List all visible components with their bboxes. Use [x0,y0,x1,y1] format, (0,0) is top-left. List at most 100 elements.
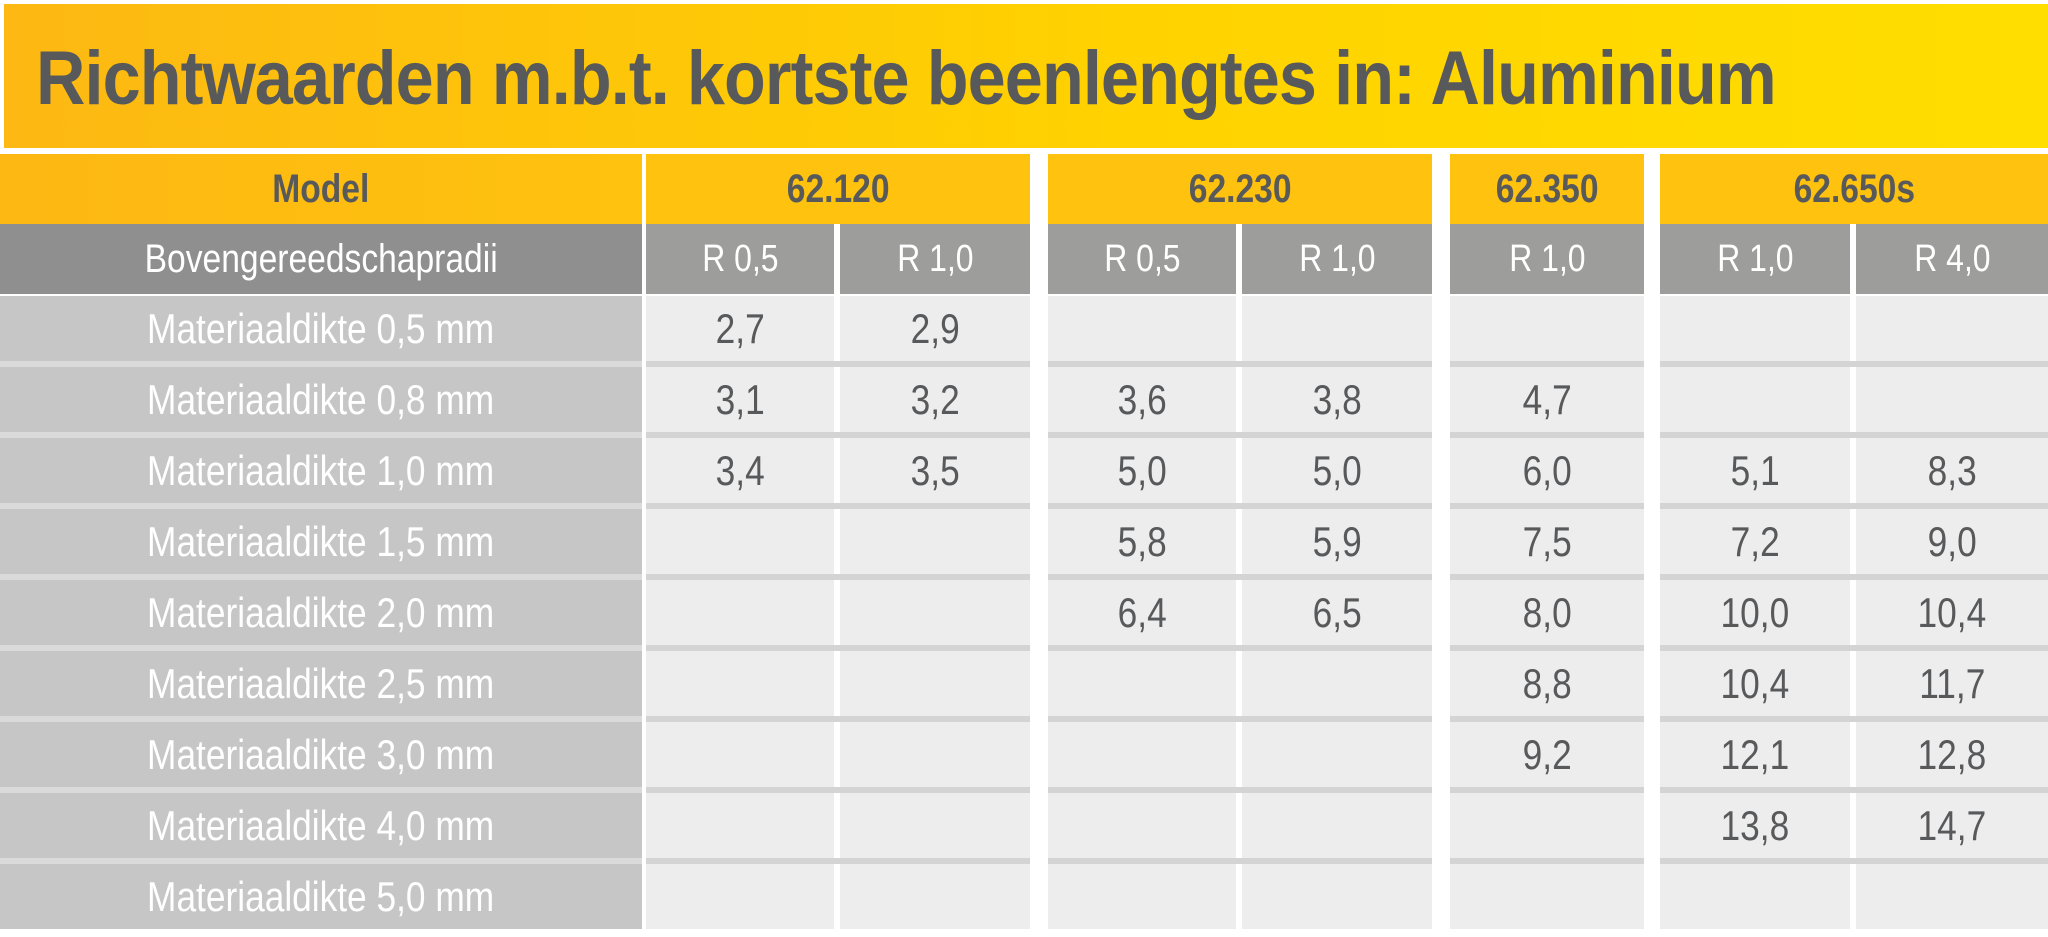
table-cell-text: 10,4 [1917,588,1987,636]
table-cell [1450,793,1644,858]
table-cell-text: 14,7 [1917,801,1987,849]
model-header-text: Model [272,166,370,211]
row-divider [1660,858,2048,864]
row-divider [0,361,642,367]
model-2-header: 62.350 [1450,154,1644,224]
table-cell-text: 6,0 [1522,446,1572,494]
table-cell-text: 7,2 [1730,517,1780,565]
row-label: Materiaaldikte 1,5 mm [0,509,642,574]
table-cell [1856,864,2048,929]
table-cell-text: 2,9 [910,304,960,352]
row-divider [0,858,642,864]
row-label: Materiaaldikte 0,8 mm [0,367,642,432]
table-cell: 3,1 [646,367,834,432]
row-divider [1660,574,2048,580]
table-cell-text: 11,7 [1918,659,1986,707]
row-label: Materiaaldikte 4,0 mm [0,793,642,858]
row-divider [1048,432,1432,438]
table-cell: 8,8 [1450,651,1644,716]
table-cell: 2,9 [840,296,1030,361]
row-label-text: Materiaaldikte 2,0 mm [147,588,495,636]
table-cell-text: 5,0 [1312,446,1362,494]
table-cell: 7,5 [1450,509,1644,574]
table-cell-text: 5,0 [1117,446,1167,494]
table-cell [1660,864,1850,929]
table-cell: 9,0 [1856,509,2048,574]
table-cell-text: 5,9 [1312,517,1362,565]
table-cell-text: 4,7 [1522,375,1572,423]
table-cell-text: 3,1 [715,375,765,423]
table-cell-text: 8,0 [1522,588,1572,636]
radius-header-0-1-text: R 1,0 [896,237,974,280]
table-cell: 2,7 [646,296,834,361]
table-cell [1048,722,1236,787]
model-2-header-text: 62.350 [1495,166,1599,211]
row-label-text: Materiaaldikte 3,0 mm [147,730,495,778]
row-label-text: Materiaaldikte 0,8 mm [147,375,495,423]
table-cell: 8,3 [1856,438,2048,503]
radius-header-1-0: R 0,5 [1048,224,1236,294]
radius-header-3-1: R 4,0 [1856,224,2048,294]
row-divider [1048,858,1432,864]
table-cell-text: 6,5 [1312,588,1362,636]
table-cell [1242,864,1432,929]
title-banner: Richtwaarden m.b.t. kortste beenlengtes … [4,4,2048,148]
table-cell: 9,2 [1450,722,1644,787]
radius-header-0-0: R 0,5 [646,224,834,294]
row-divider [0,645,642,651]
table-cell: 6,5 [1242,580,1432,645]
radius-header-1-0-text: R 0,5 [1103,237,1181,280]
table-cell: 4,7 [1450,367,1644,432]
row-label-text: Materiaaldikte 0,5 mm [147,304,495,352]
row-divider [1660,787,2048,793]
model-3-header-text: 62.650s [1793,166,1915,211]
row-divider [1450,432,1644,438]
row-divider [1048,645,1432,651]
table-cell: 5,9 [1242,509,1432,574]
table-cell [1660,367,1850,432]
table-cell-text: 5,8 [1117,517,1167,565]
table-cell [840,793,1030,858]
table-cell: 12,8 [1856,722,2048,787]
row-divider [0,787,642,793]
table-cell [840,864,1030,929]
row-label: Materiaaldikte 3,0 mm [0,722,642,787]
radius-header-1-1-text: R 1,0 [1298,237,1376,280]
table-cell-text: 6,4 [1117,588,1167,636]
model-1-header: 62.230 [1048,154,1432,224]
row-divider [1660,645,2048,651]
table-cell [1048,651,1236,716]
table-cell [1242,722,1432,787]
table-cell: 10,4 [1856,580,2048,645]
table-cell-text: 3,2 [910,375,960,423]
table-cell-text: 13,8 [1720,801,1790,849]
table-cell: 13,8 [1660,793,1850,858]
radius-header-3-0: R 1,0 [1660,224,1850,294]
radius-header-3-1-text: R 4,0 [1913,237,1991,280]
row-label: Materiaaldikte 1,0 mm [0,438,642,503]
table-cell [1242,793,1432,858]
table-cell [1856,367,2048,432]
table-cell [646,864,834,929]
row-divider [646,432,1030,438]
table-cell: 3,5 [840,438,1030,503]
table-cell: 3,8 [1242,367,1432,432]
radius-header-1-1: R 1,0 [1242,224,1432,294]
radius-header-2-0: R 1,0 [1450,224,1644,294]
table-cell: 10,0 [1660,580,1850,645]
table-cell [1242,296,1432,361]
row-label: Materiaaldikte 0,5 mm [0,296,642,361]
radius-header-0-0-text: R 0,5 [701,237,779,280]
row-divider [646,716,1030,722]
table-cell [1048,864,1236,929]
table-cell: 6,0 [1450,438,1644,503]
table-cell [646,651,834,716]
table-cell [1450,864,1644,929]
row-divider [1660,432,2048,438]
table-cell: 3,4 [646,438,834,503]
table-cell [1242,651,1432,716]
table-cell [646,793,834,858]
model-0-header: 62.120 [646,154,1030,224]
row-label-text: Materiaaldikte 2,5 mm [147,659,495,707]
